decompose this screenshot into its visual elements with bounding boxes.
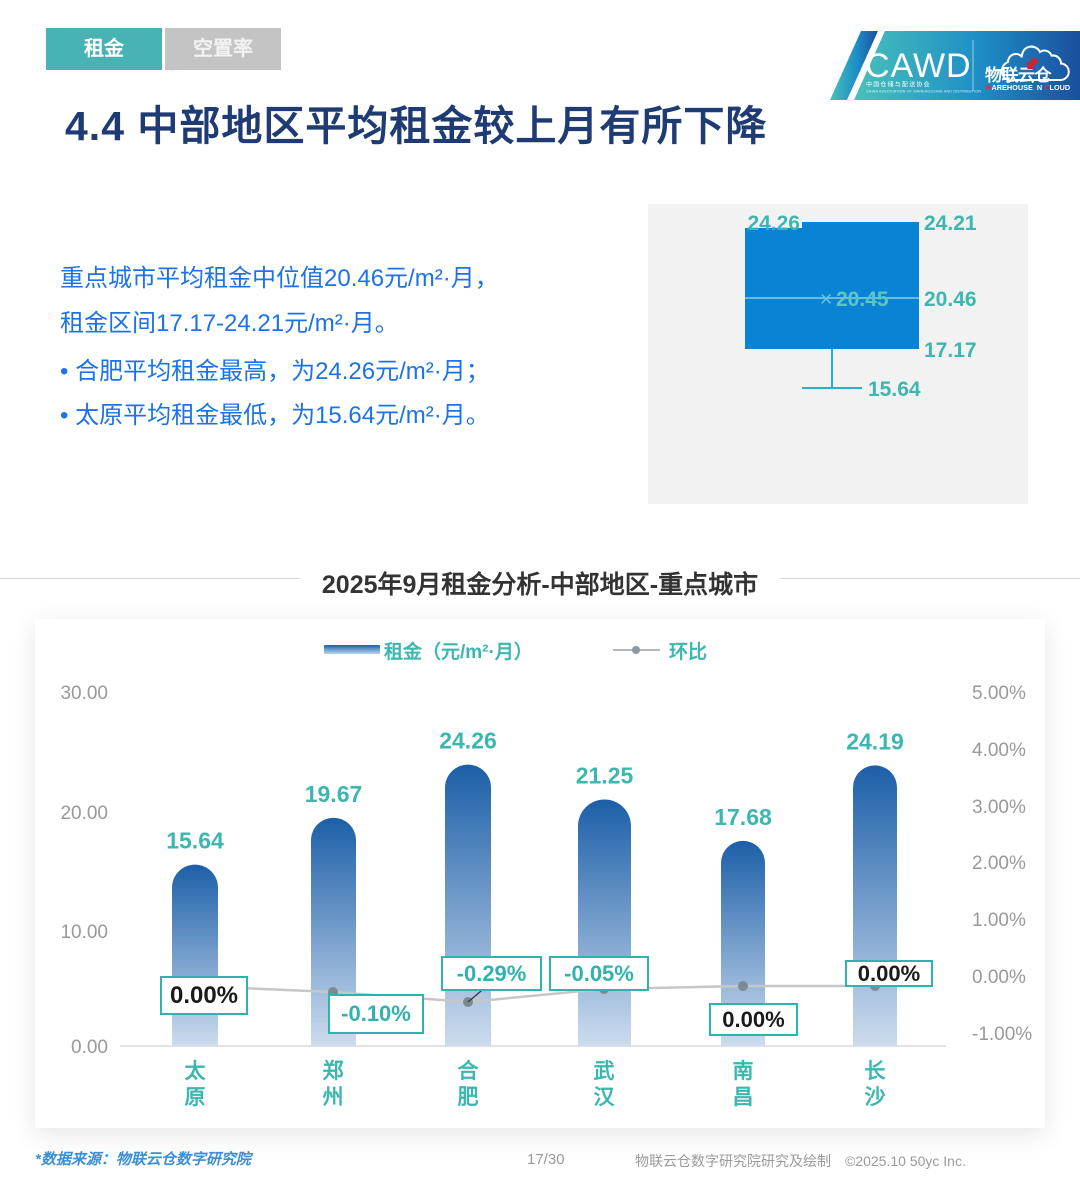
svg-text:太: 太 bbox=[185, 1060, 207, 1083]
svg-text:肥: 肥 bbox=[458, 1086, 479, 1109]
svg-text:州: 州 bbox=[323, 1086, 344, 1109]
svg-text:汉: 汉 bbox=[594, 1086, 616, 1109]
svg-text:原: 原 bbox=[185, 1086, 206, 1109]
svg-text:30.00: 30.00 bbox=[60, 683, 108, 704]
svg-text:4.00%: 4.00% bbox=[972, 740, 1026, 761]
svg-text:0.00%: 0.00% bbox=[972, 967, 1026, 988]
svg-text:昌: 昌 bbox=[733, 1086, 754, 1109]
svg-text:15.64: 15.64 bbox=[166, 828, 224, 854]
svg-text:0.00: 0.00 bbox=[71, 1037, 108, 1058]
svg-text:3.00%: 3.00% bbox=[972, 797, 1026, 818]
svg-text:武: 武 bbox=[594, 1060, 615, 1083]
svg-text:24.26: 24.26 bbox=[439, 728, 497, 754]
svg-text:17.68: 17.68 bbox=[714, 804, 772, 830]
svg-text:10.00: 10.00 bbox=[60, 922, 108, 943]
svg-text:20.00: 20.00 bbox=[60, 803, 108, 824]
svg-text:1.00%: 1.00% bbox=[972, 910, 1026, 931]
svg-text:21.25: 21.25 bbox=[576, 763, 634, 789]
svg-text:2.00%: 2.00% bbox=[972, 853, 1026, 874]
svg-text:沙: 沙 bbox=[865, 1086, 886, 1109]
svg-text:长: 长 bbox=[865, 1060, 887, 1083]
svg-text:郑: 郑 bbox=[323, 1060, 344, 1083]
svg-text:5.00%: 5.00% bbox=[972, 683, 1026, 704]
svg-text:-1.00%: -1.00% bbox=[972, 1024, 1032, 1045]
svg-text:19.67: 19.67 bbox=[305, 781, 363, 807]
svg-text:合: 合 bbox=[458, 1059, 480, 1083]
svg-text:南: 南 bbox=[733, 1059, 754, 1083]
svg-text:24.19: 24.19 bbox=[846, 728, 904, 754]
